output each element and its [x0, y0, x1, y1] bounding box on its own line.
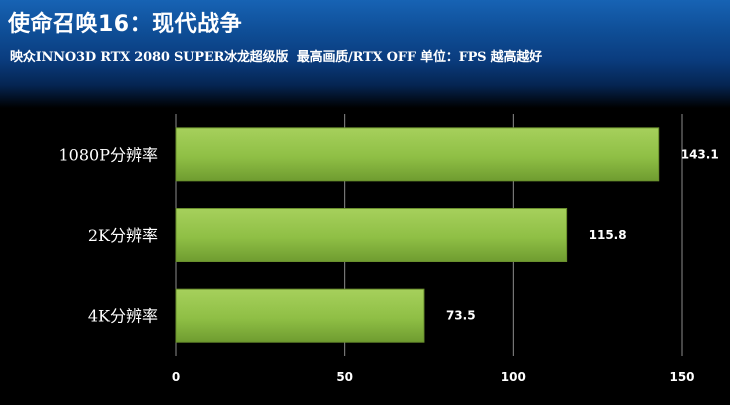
labels: 0 50 100 150 1080P分辨率 143.1 2K分辨率 115.8 4K分辨率 73.…: [59, 145, 719, 384]
bar-0: [175, 127, 660, 182]
x-tick-label: 150: [669, 370, 694, 384]
bar-1: [175, 208, 568, 262]
data-label: 143.1: [681, 147, 719, 161]
x-tick-label: 50: [336, 370, 353, 384]
x-tick-label: 100: [501, 370, 526, 384]
chart-title: 使命召唤16：现代战争: [8, 12, 243, 37]
data-label: 73.5: [446, 309, 476, 323]
title-banner: 使命召唤16：现代战争 映众INNO3D RTX 2080 SUPER冰龙超级版…: [0, 0, 730, 108]
bars: [175, 127, 660, 343]
chart-subtitle: 映众INNO3D RTX 2080 SUPER冰龙超级版 最高画质/RTX OF…: [10, 50, 542, 65]
category-label: 2K分辨率: [88, 226, 158, 245]
category-label: 1080P分辨率: [59, 145, 159, 164]
data-label: 115.8: [589, 228, 627, 242]
x-tick-label: 0: [172, 370, 180, 384]
bar-2: [175, 288, 425, 343]
category-label: 4K分辨率: [88, 307, 158, 326]
